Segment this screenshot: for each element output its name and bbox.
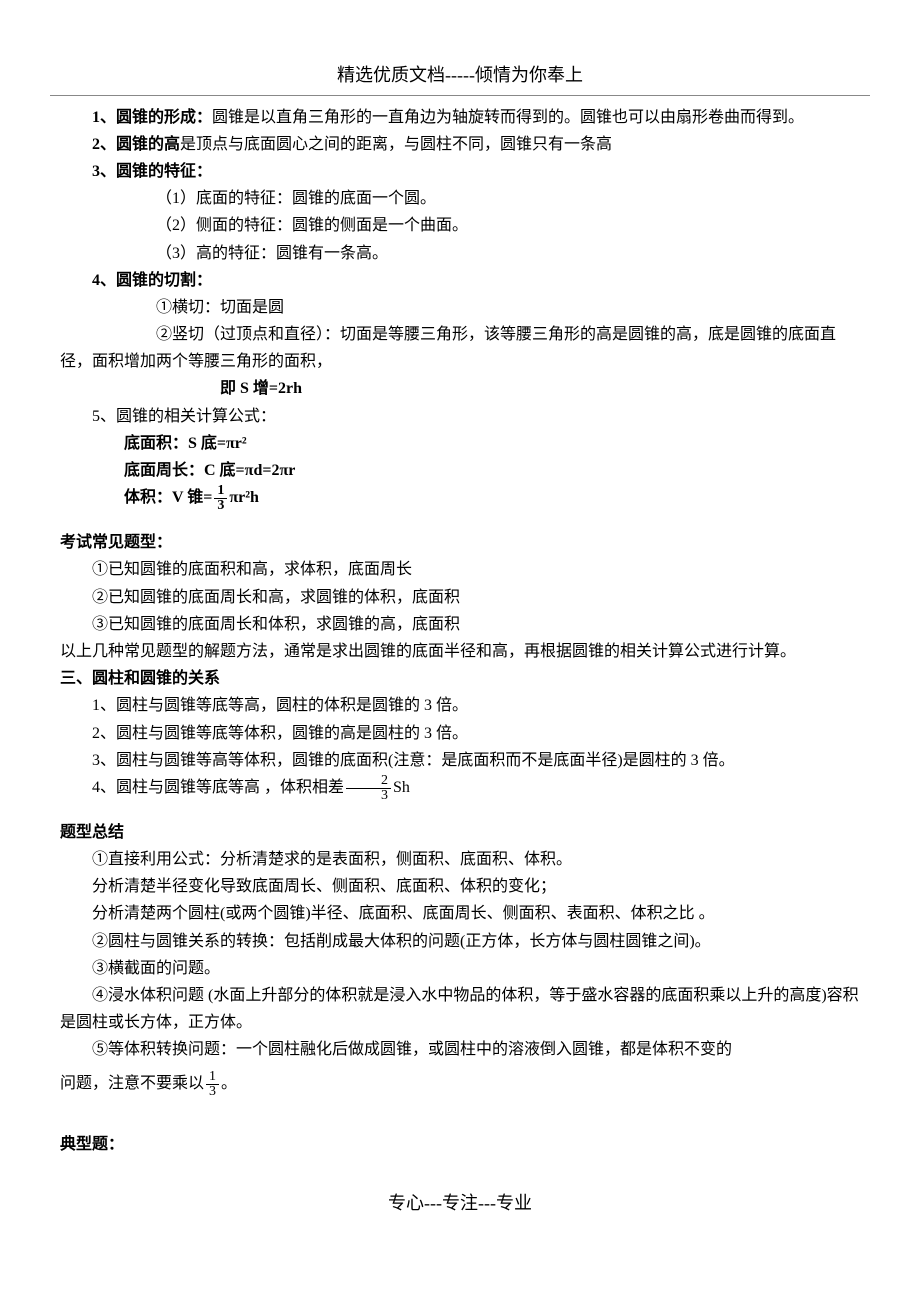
numerator: 1 bbox=[206, 1070, 219, 1085]
typical-title: 典型题： bbox=[60, 1131, 860, 1158]
document-body: 1、圆锥的形成：圆锥是以直角三角形的一直角边为轴旋转而得到的。圆锥也可以由扇形卷… bbox=[50, 104, 870, 1158]
cut-1: ①横切：切面是圆 bbox=[60, 294, 860, 321]
volume-pre: 体积：V 锥= bbox=[124, 489, 212, 506]
cone-features-title: 3、圆锥的特征： bbox=[60, 158, 860, 185]
label: 1、圆锥的形成： bbox=[92, 109, 212, 126]
summary-title: 题型总结 bbox=[60, 819, 860, 846]
exam-q2: ②已知圆锥的底面周长和高，求圆锥的体积，底面积 bbox=[60, 584, 860, 611]
relation-title: 三、圆柱和圆锥的关系 bbox=[60, 665, 860, 692]
summary-1c: 分析清楚两个圆柱(或两个圆锥)半径、底面积、底面周长、侧面积、表面积、体积之比 … bbox=[60, 900, 860, 927]
numerator: 1 bbox=[214, 484, 227, 499]
formula-volume: 体积：V 锥=13πr²h bbox=[60, 484, 860, 513]
summary-1b: 分析清楚半径变化导致底面周长、侧面积、底面积、体积的变化； bbox=[60, 873, 860, 900]
text: ④浸水体积问题 (水面上升部分的体积就是浸入水中物品的体积，等于盛水容器的底面积… bbox=[60, 987, 859, 1031]
fraction-one-third-2: 13 bbox=[206, 1070, 219, 1099]
page-header: 精选优质文档-----倾情为你奉上 bbox=[50, 60, 870, 96]
fraction-two-third: 23 bbox=[346, 774, 391, 803]
text: 是顶点与底面圆心之间的距离，与圆柱不同，圆锥只有一条高 bbox=[180, 136, 612, 153]
summary-1: ①直接利用公式：分析清楚求的是表面积，侧面积、底面积、体积。 bbox=[60, 846, 860, 873]
cut-formula: 即 S 增=2rh bbox=[60, 375, 860, 402]
text: ②竖切（过顶点和直径）：切面是等腰三角形，该等腰三角形的高是圆锥的高，底是圆锥的… bbox=[60, 326, 836, 370]
label: 4、圆锥的切割： bbox=[92, 272, 212, 289]
summary-4: ④浸水体积问题 (水面上升部分的体积就是浸入水中物品的体积，等于盛水容器的底面积… bbox=[60, 982, 860, 1036]
denominator: 3 bbox=[214, 499, 227, 513]
relation-3: 3、圆柱与圆锥等高等体积，圆锥的底面积(注意：是底面积而不是底面半径)是圆柱的 … bbox=[60, 747, 860, 774]
summary-5b-pre: 问题，注意不要乘以 bbox=[60, 1075, 204, 1092]
summary-2: ②圆柱与圆锥关系的转换：包括削成最大体积的问题(正方体，长方体与圆柱圆锥之间)。 bbox=[60, 928, 860, 955]
feature-2: （2）侧面的特征：圆锥的侧面是一个曲面。 bbox=[60, 212, 860, 239]
summary-5b-post: 。 bbox=[221, 1075, 237, 1092]
text: 圆锥是以直角三角形的一直角边为轴旋转而得到的。圆锥也可以由扇形卷曲而得到。 bbox=[212, 109, 804, 126]
cone-cut-title: 4、圆锥的切割： bbox=[60, 267, 860, 294]
cone-formulas-title: 5、圆锥的相关计算公式： bbox=[60, 403, 860, 430]
cut-2: ②竖切（过顶点和直径）：切面是等腰三角形，该等腰三角形的高是圆锥的高，底是圆锥的… bbox=[60, 321, 860, 375]
exam-q3: ③已知圆锥的底面周长和体积，求圆锥的高，底面积 bbox=[60, 611, 860, 638]
rel4-post: Sh bbox=[393, 779, 410, 796]
summary-3: ③横截面的问题。 bbox=[60, 955, 860, 982]
feature-1: （1）底面的特征：圆锥的底面一个圆。 bbox=[60, 185, 860, 212]
exam-note: 以上几种常见题型的解题方法，通常是求出圆锥的底面半径和高，再根据圆锥的相关计算公… bbox=[60, 638, 860, 665]
cone-height: 2、圆锥的高是顶点与底面圆心之间的距离，与圆柱不同，圆锥只有一条高 bbox=[60, 131, 860, 158]
relation-1: 1、圆柱与圆锥等底等高，圆柱的体积是圆锥的 3 倍。 bbox=[60, 692, 860, 719]
formula-circumference: 底面周长：C 底=πd=2πr bbox=[60, 457, 860, 484]
feature-3: （3）高的特征：圆锥有一条高。 bbox=[60, 240, 860, 267]
volume-post: πr²h bbox=[229, 489, 259, 506]
denominator: 3 bbox=[346, 789, 391, 803]
exam-types-title: 考试常见题型： bbox=[60, 529, 860, 556]
rel4-pre: 4、圆柱与圆锥等底等高 ，体积相差 bbox=[92, 779, 344, 796]
label: 5、圆锥的相关计算公式： bbox=[92, 408, 276, 425]
denominator: 3 bbox=[206, 1085, 219, 1099]
numerator: 2 bbox=[346, 774, 391, 789]
label: 3、圆锥的特征： bbox=[92, 163, 212, 180]
relation-4: 4、圆柱与圆锥等底等高 ，体积相差23Sh bbox=[60, 774, 860, 803]
label: 2、圆锥的高 bbox=[92, 136, 180, 153]
exam-q1: ①已知圆锥的底面积和高，求体积，底面周长 bbox=[60, 556, 860, 583]
summary-5b: 问题，注意不要乘以13。 bbox=[60, 1070, 860, 1099]
formula-base-area: 底面积：S 底=πr² bbox=[60, 430, 860, 457]
relation-2: 2、圆柱与圆锥等底等体积，圆锥的高是圆柱的 3 倍。 bbox=[60, 720, 860, 747]
page-footer: 专心---专注---专业 bbox=[50, 1188, 870, 1219]
summary-5a: ⑤等体积转换问题：一个圆柱融化后做成圆锥，或圆柱中的溶液倒入圆锥，都是体积不变的 bbox=[60, 1036, 860, 1063]
cone-formation: 1、圆锥的形成：圆锥是以直角三角形的一直角边为轴旋转而得到的。圆锥也可以由扇形卷… bbox=[60, 104, 860, 131]
fraction-one-third: 13 bbox=[214, 484, 227, 513]
